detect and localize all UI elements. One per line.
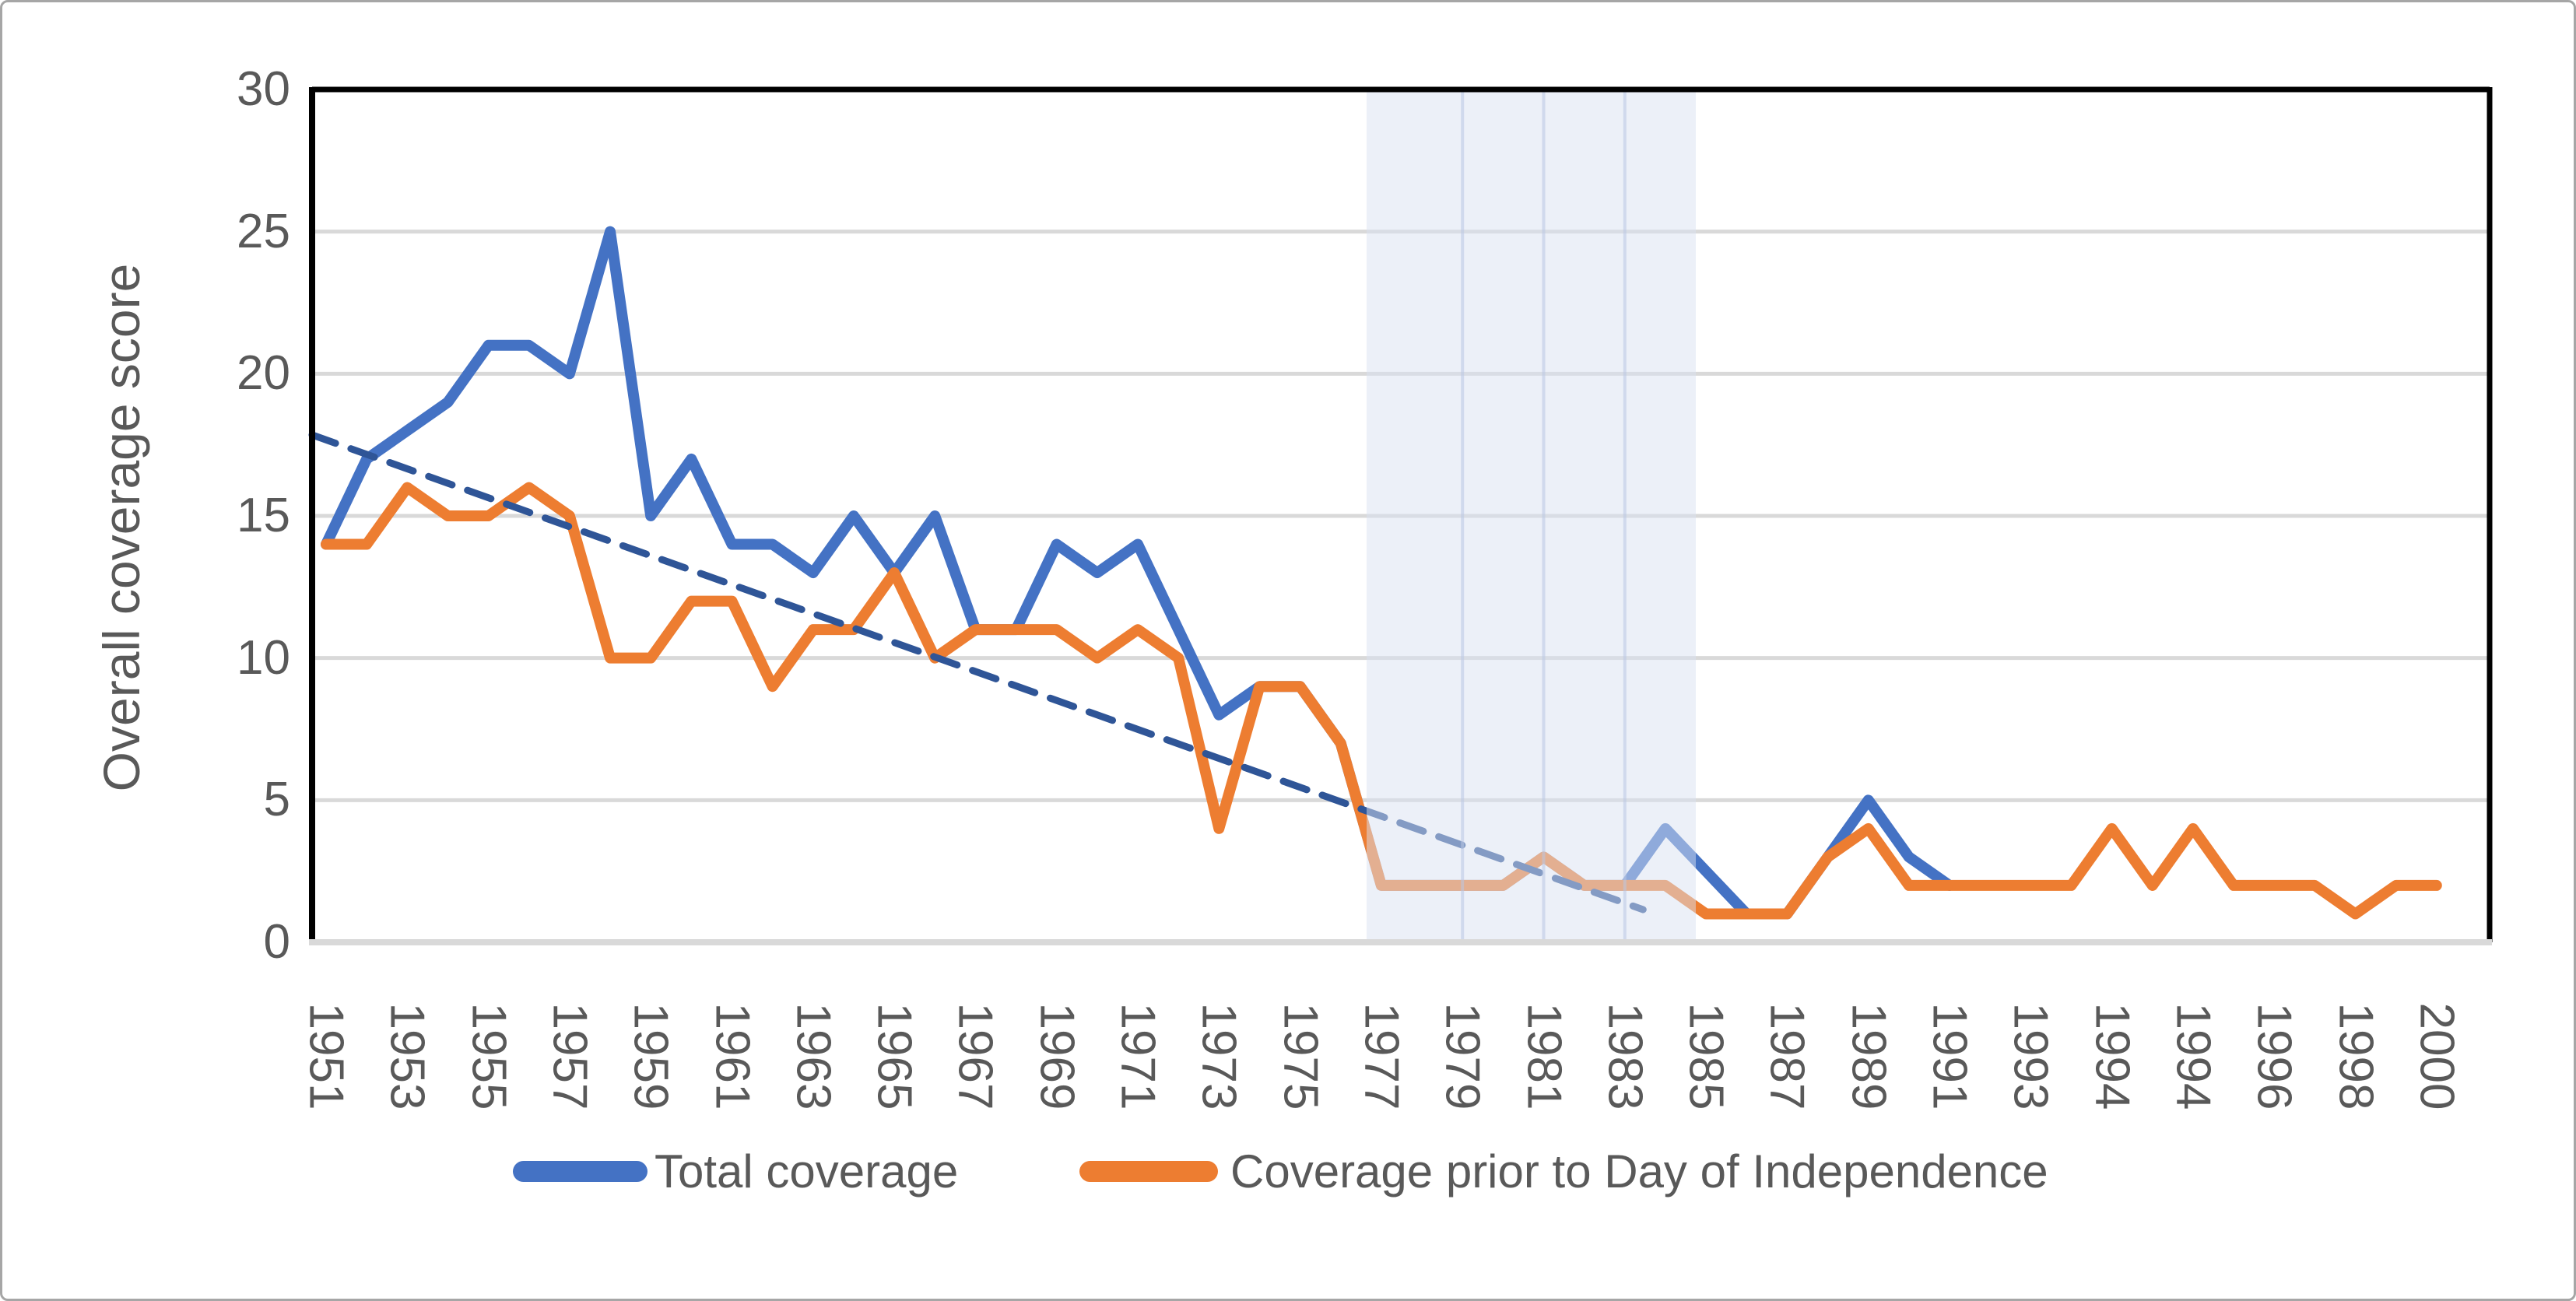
y-tick-label-20: 20 xyxy=(237,346,290,401)
legend-swatch-total-coverage xyxy=(513,1161,648,1182)
y-tick-label-10: 10 xyxy=(237,630,290,685)
shaded-period-band xyxy=(1367,89,1696,942)
x-tick-label-2000-26: 2000 xyxy=(2409,1002,2464,1110)
y-tick-label-25: 25 xyxy=(237,204,290,258)
y-tick-label-30: 30 xyxy=(237,62,290,116)
legend-label-coverage-prior: Coverage prior to Day of Independence xyxy=(1230,1145,2048,1198)
legend-label-total-coverage: Total coverage xyxy=(655,1145,959,1198)
series-line-total-coverage xyxy=(321,226,1955,920)
y-tick-label-0: 0 xyxy=(263,915,290,969)
y-tick-label-15: 15 xyxy=(237,489,290,542)
y-tick-label-5: 5 xyxy=(263,773,290,827)
y-axis-title: Overall coverage score xyxy=(93,263,150,792)
legend-swatch-coverage-prior xyxy=(1079,1161,1218,1182)
